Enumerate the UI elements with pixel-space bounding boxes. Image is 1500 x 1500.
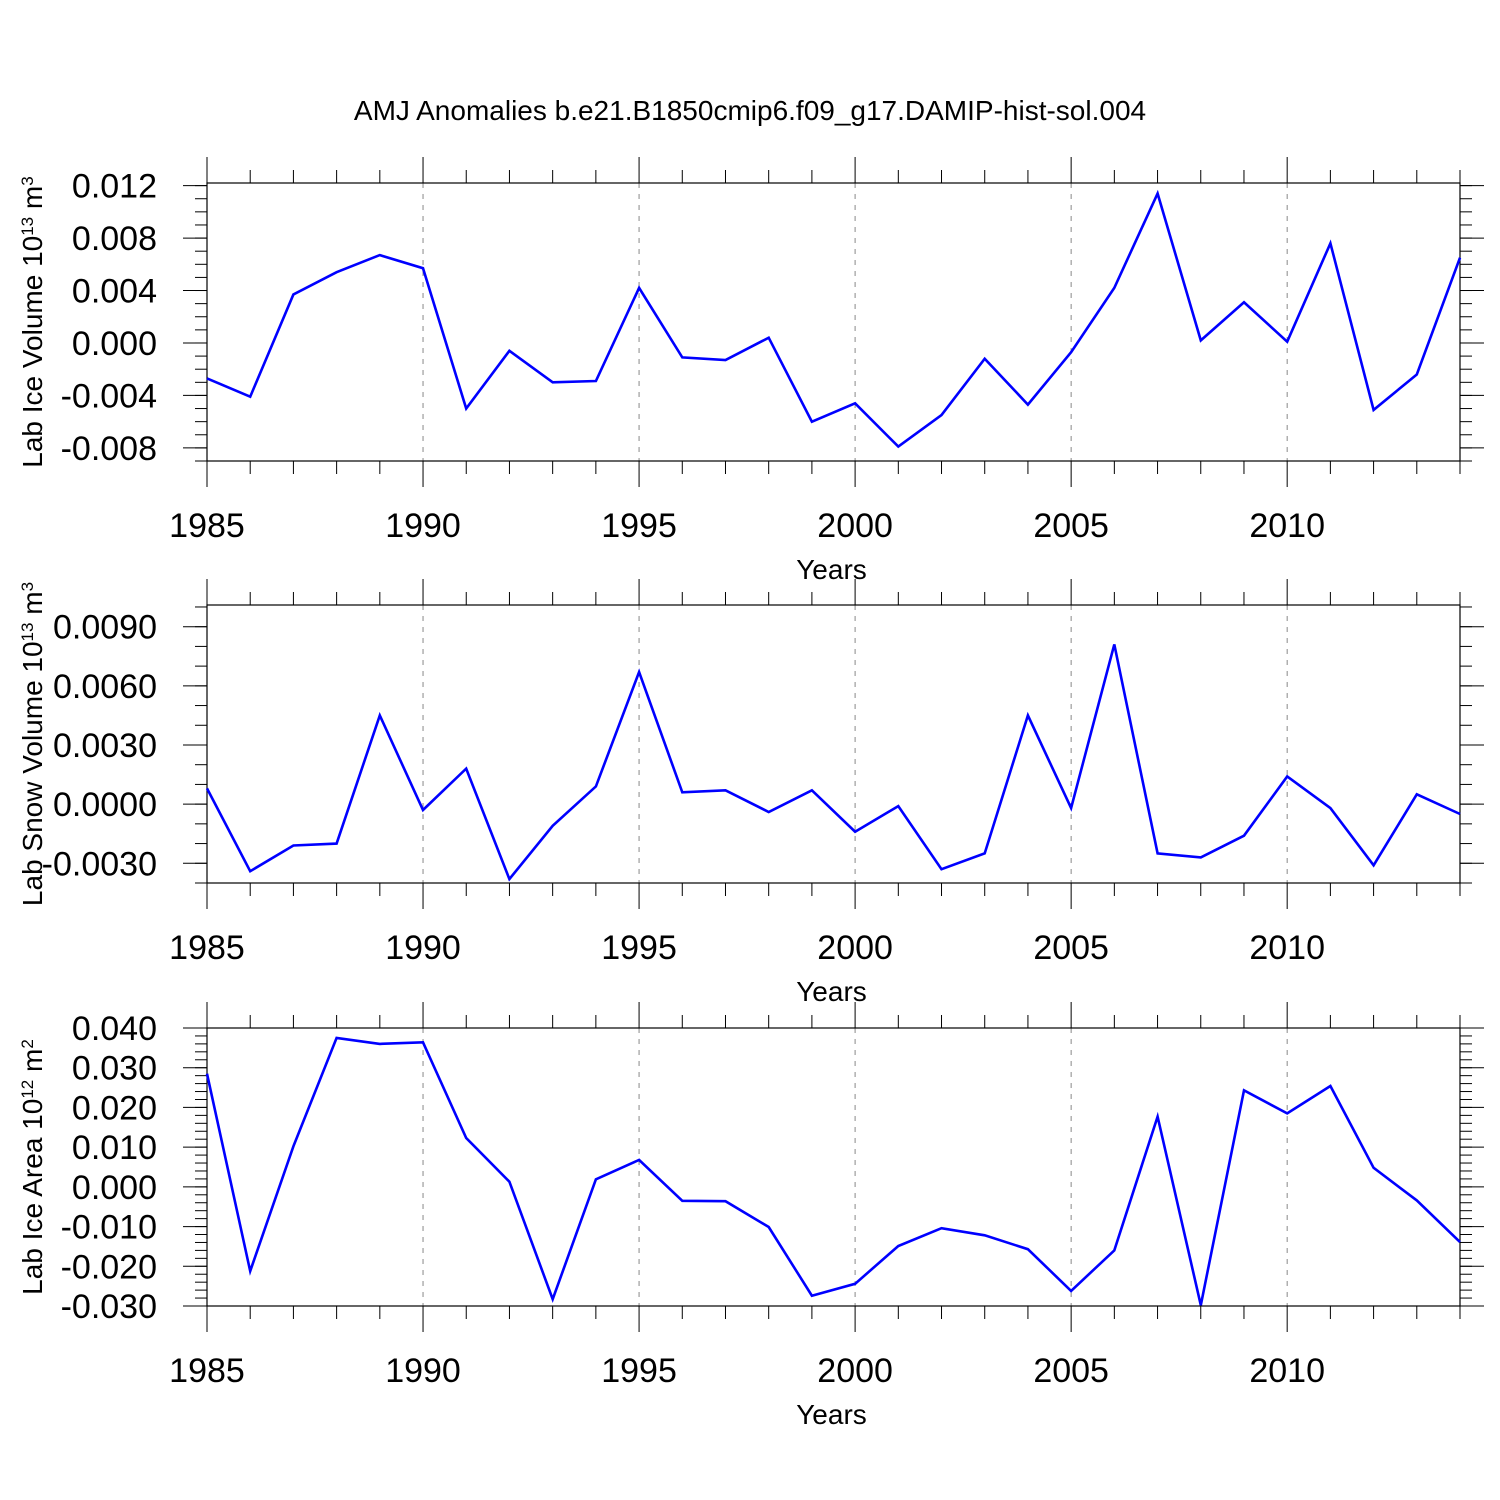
y-tick-label: 0.012 <box>72 168 157 206</box>
x-axis-title: Years <box>796 1399 867 1430</box>
x-axis-title: Years <box>796 554 867 585</box>
y-tick-label: -0.008 <box>61 430 157 468</box>
x-tick-label: 1990 <box>385 507 461 545</box>
y-tick-label: 0.040 <box>72 1010 157 1048</box>
y-tick-label: 0.0030 <box>53 727 157 765</box>
x-axis-title: Years <box>796 976 867 1007</box>
y-tick-label: 0.000 <box>72 1169 157 1207</box>
figure-title: AMJ Anomalies b.e21.B1850cmip6.f09_g17.D… <box>354 95 1146 126</box>
x-tick-label: 1985 <box>169 1352 245 1390</box>
plot-frame <box>206 604 1461 884</box>
y-axis-title-unit: m <box>17 591 48 622</box>
x-tick-label: 1995 <box>601 929 677 967</box>
x-tick-label: 1995 <box>601 1352 677 1390</box>
y-tick-label: -0.020 <box>61 1248 157 1286</box>
y-axis-title: Lab Ice Area 1012 m2 <box>17 1039 48 1295</box>
panel-ice-area: -0.030-0.020-0.0100.0000.0100.0200.0300.… <box>17 1002 1484 1430</box>
y-axis-title-main: Lab Ice Area 10 <box>17 1099 48 1295</box>
y-axis-title-unit-exponent: 2 <box>18 1039 37 1048</box>
plot-frame <box>206 182 1461 462</box>
y-tick-label: -0.010 <box>61 1209 157 1247</box>
y-tick-label: -0.004 <box>61 377 157 415</box>
y-axis-title-unit-exponent: 3 <box>18 582 37 591</box>
y-tick-label: 0.004 <box>72 273 157 311</box>
x-tick-label: 1990 <box>385 1352 461 1390</box>
x-tick-label: 2010 <box>1249 507 1325 545</box>
y-tick-label: 0.0000 <box>53 786 157 824</box>
y-axis-title-exponent: 13 <box>18 217 37 236</box>
y-axis-title-exponent: 13 <box>18 623 37 642</box>
x-tick-label: 1985 <box>169 507 245 545</box>
x-tick-label: 2000 <box>817 507 893 545</box>
y-axis-title-unit-exponent: 3 <box>18 176 37 185</box>
panel-snow-volume: -0.0030 0.0000 0.0030 0.0060 0.0090 1985 1990 1… <box>17 579 1484 1007</box>
y-axis-title-unit: m <box>17 186 48 217</box>
y-tick-label: 0.008 <box>72 220 157 258</box>
x-tick-label: 1995 <box>601 507 677 545</box>
x-tick-label: 2005 <box>1033 507 1109 545</box>
x-tick-label: 2000 <box>817 1352 893 1390</box>
x-tick-label: 2005 <box>1033 1352 1109 1390</box>
y-axis-title-exponent: 12 <box>18 1080 37 1099</box>
series-line <box>206 189 1462 449</box>
x-tick-label: 1985 <box>169 929 245 967</box>
series-line <box>205 1036 1461 1306</box>
x-tick-label: 2000 <box>817 929 893 967</box>
y-tick-label: 0.020 <box>72 1089 157 1127</box>
y-axis-title: Lab Ice Volume 1013 m3 <box>17 176 48 467</box>
y-axis-title-main: Lab Snow Volume 10 <box>17 641 48 906</box>
x-tick-label: 1990 <box>385 929 461 967</box>
y-tick-label: 0.010 <box>72 1129 157 1167</box>
panel-ice-volume: -0.008 -0.004 0.000 0.004 0.008 0.012 1985 1990… <box>17 157 1484 585</box>
y-tick-label: 0.0090 <box>53 609 157 647</box>
y-axis-title-main: Lab Ice Volume 10 <box>17 236 48 468</box>
y-axis-title-unit: m <box>17 1049 48 1080</box>
x-tick-label: 2005 <box>1033 929 1109 967</box>
x-tick-label: 2010 <box>1249 929 1325 967</box>
plot-frame <box>206 1027 1461 1307</box>
y-tick-label: 0.0060 <box>53 668 157 706</box>
y-axis-title: Lab Snow Volume 1013 m3 <box>17 582 48 906</box>
y-tick-label: 0.030 <box>72 1050 157 1088</box>
y-tick-label: 0.000 <box>72 325 157 363</box>
x-tick-label: 2010 <box>1249 1352 1325 1390</box>
y-tick-label: -0.030 <box>61 1288 157 1326</box>
series-line <box>205 644 1461 882</box>
y-tick-label: -0.0030 <box>42 845 157 883</box>
